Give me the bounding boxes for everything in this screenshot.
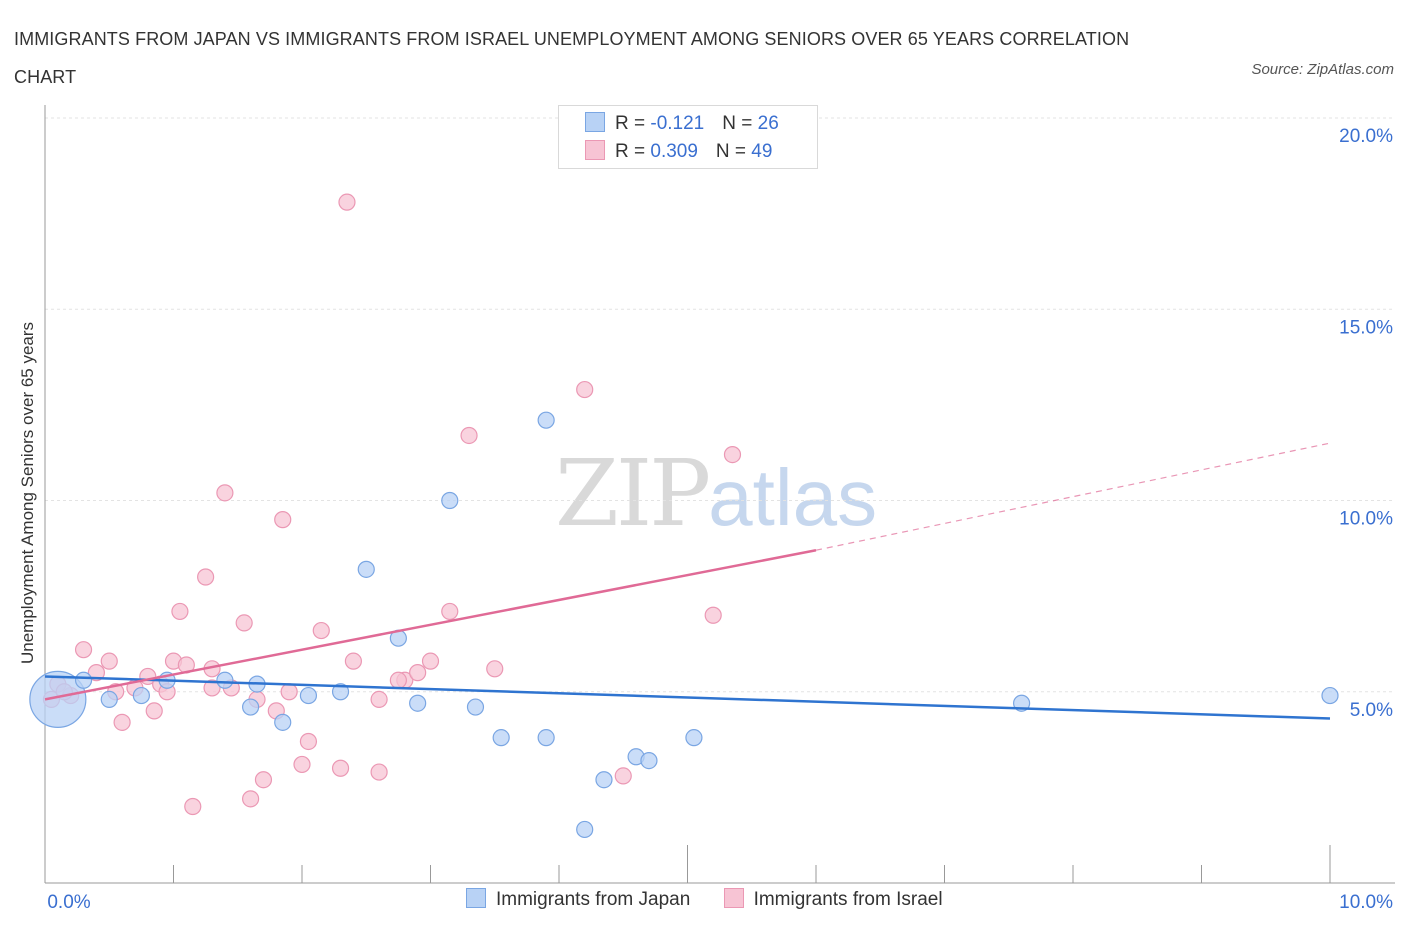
y-tick-label: 15.0% (1339, 317, 1393, 338)
japan-point (537, 729, 555, 747)
israel-point (171, 602, 189, 621)
israel-trend-line (44, 548, 817, 701)
chart-title: IMMIGRANTS FROM JAPAN VS IMMIGRANTS FROM… (14, 29, 1130, 87)
y-tick-label: 10.0% (1339, 509, 1393, 530)
series-label-japan: Immigrants from Japan (496, 889, 691, 910)
israel-point (197, 568, 215, 586)
axes (44, 105, 1395, 884)
japan-point (492, 729, 510, 747)
israel-point (274, 511, 292, 529)
israel-point (576, 380, 594, 399)
series-swatch-japan (466, 888, 486, 908)
legend-japan-n-value: 26 (757, 113, 779, 134)
israel-point (338, 193, 356, 211)
japan-point (242, 698, 260, 716)
israel-point (723, 446, 742, 464)
israel-point (370, 763, 388, 781)
israel-point (242, 790, 260, 808)
source-label: Source: ZipAtlas.com (1251, 61, 1394, 78)
israel-point (370, 690, 388, 709)
zipatlas-watermark: ZIPatlas (555, 440, 877, 547)
israel-point (216, 484, 234, 502)
israel-point (100, 652, 118, 670)
israel-point (704, 606, 722, 624)
israel-point (293, 755, 311, 774)
israel-point (389, 671, 407, 689)
series-legend-japan: Immigrants from Japan (466, 888, 690, 911)
japan-point (685, 729, 703, 747)
grid-lines (45, 117, 1395, 693)
y-tick-label: 20.0% (1339, 126, 1393, 147)
legend-japan-r-label: R = (615, 113, 651, 134)
watermark-atlas: atlas (708, 453, 878, 542)
watermark-zip: ZIP (555, 440, 711, 547)
israel-point (441, 602, 459, 621)
israel-point (344, 652, 362, 670)
series-legend: Immigrants from Japan Immigrants from Is… (466, 888, 971, 911)
x-tick-label-min: 0.0% (47, 892, 90, 913)
japan-point (29, 670, 87, 729)
trend-lines (44, 442, 1331, 720)
series-swatch-israel (723, 888, 744, 908)
japan-point (357, 560, 375, 578)
israel-point (460, 426, 478, 445)
legend-japan-r-value: -0.121 (650, 113, 705, 134)
japan-point (331, 683, 350, 701)
legend-israel-n-value: 49 (751, 141, 773, 162)
japan-point (132, 686, 150, 705)
israel-point (184, 797, 202, 816)
legend-row-israel: R = 0.309 N = 49 (585, 140, 772, 164)
y-tick-label: 5.0% (1350, 700, 1393, 721)
israel-point (235, 614, 253, 632)
japan-point (640, 751, 658, 770)
israel-point (312, 621, 330, 640)
x-tick-label-max: 10.0% (1339, 892, 1393, 913)
japan-point (595, 771, 613, 789)
japan-point (274, 713, 292, 731)
israel-point (280, 683, 298, 701)
legend-israel-n-label: N = (715, 141, 752, 162)
japan-point (1321, 686, 1339, 705)
japan-trend-line (44, 675, 1331, 720)
israel-point (145, 702, 163, 720)
japan-point (466, 698, 485, 716)
israel-point (254, 771, 273, 789)
japan-point (576, 820, 594, 839)
israel-point (203, 679, 221, 697)
japan-point (441, 491, 459, 510)
israel-point (331, 759, 350, 777)
japan-point (409, 694, 427, 712)
israel-point (614, 767, 632, 785)
legend-swatch-japan (585, 112, 605, 132)
data-points (29, 193, 1339, 839)
legend-row-japan: R = -0.121 N = 26 (585, 112, 779, 136)
israel-point (421, 652, 440, 670)
israel-trend-extension (815, 442, 1331, 551)
israel-point (74, 641, 93, 659)
legend-israel-r-value: 0.309 (650, 141, 698, 162)
legend-swatch-israel (585, 140, 605, 160)
israel-point (409, 664, 427, 682)
japan-point (216, 671, 234, 689)
correlation-legend: R = -0.121 N = 26 R = 0.309 N = 49 (558, 105, 818, 169)
israel-point (299, 732, 318, 751)
japan-point (537, 411, 555, 429)
israel-point (87, 664, 106, 682)
japan-point (74, 671, 93, 689)
tick-labels: 5.0% 10.0% 15.0% 20.0% 0.0% 10.0% (47, 126, 1393, 913)
series-legend-israel: Immigrants from Israel (723, 888, 943, 911)
japan-point (299, 686, 318, 705)
israel-point (486, 660, 504, 678)
israel-point (113, 713, 131, 731)
legend-japan-n-label: N = (722, 113, 758, 134)
japan-point (100, 690, 118, 709)
legend-israel-r-label: R = (615, 141, 651, 162)
series-label-israel: Immigrants from Israel (753, 889, 943, 910)
